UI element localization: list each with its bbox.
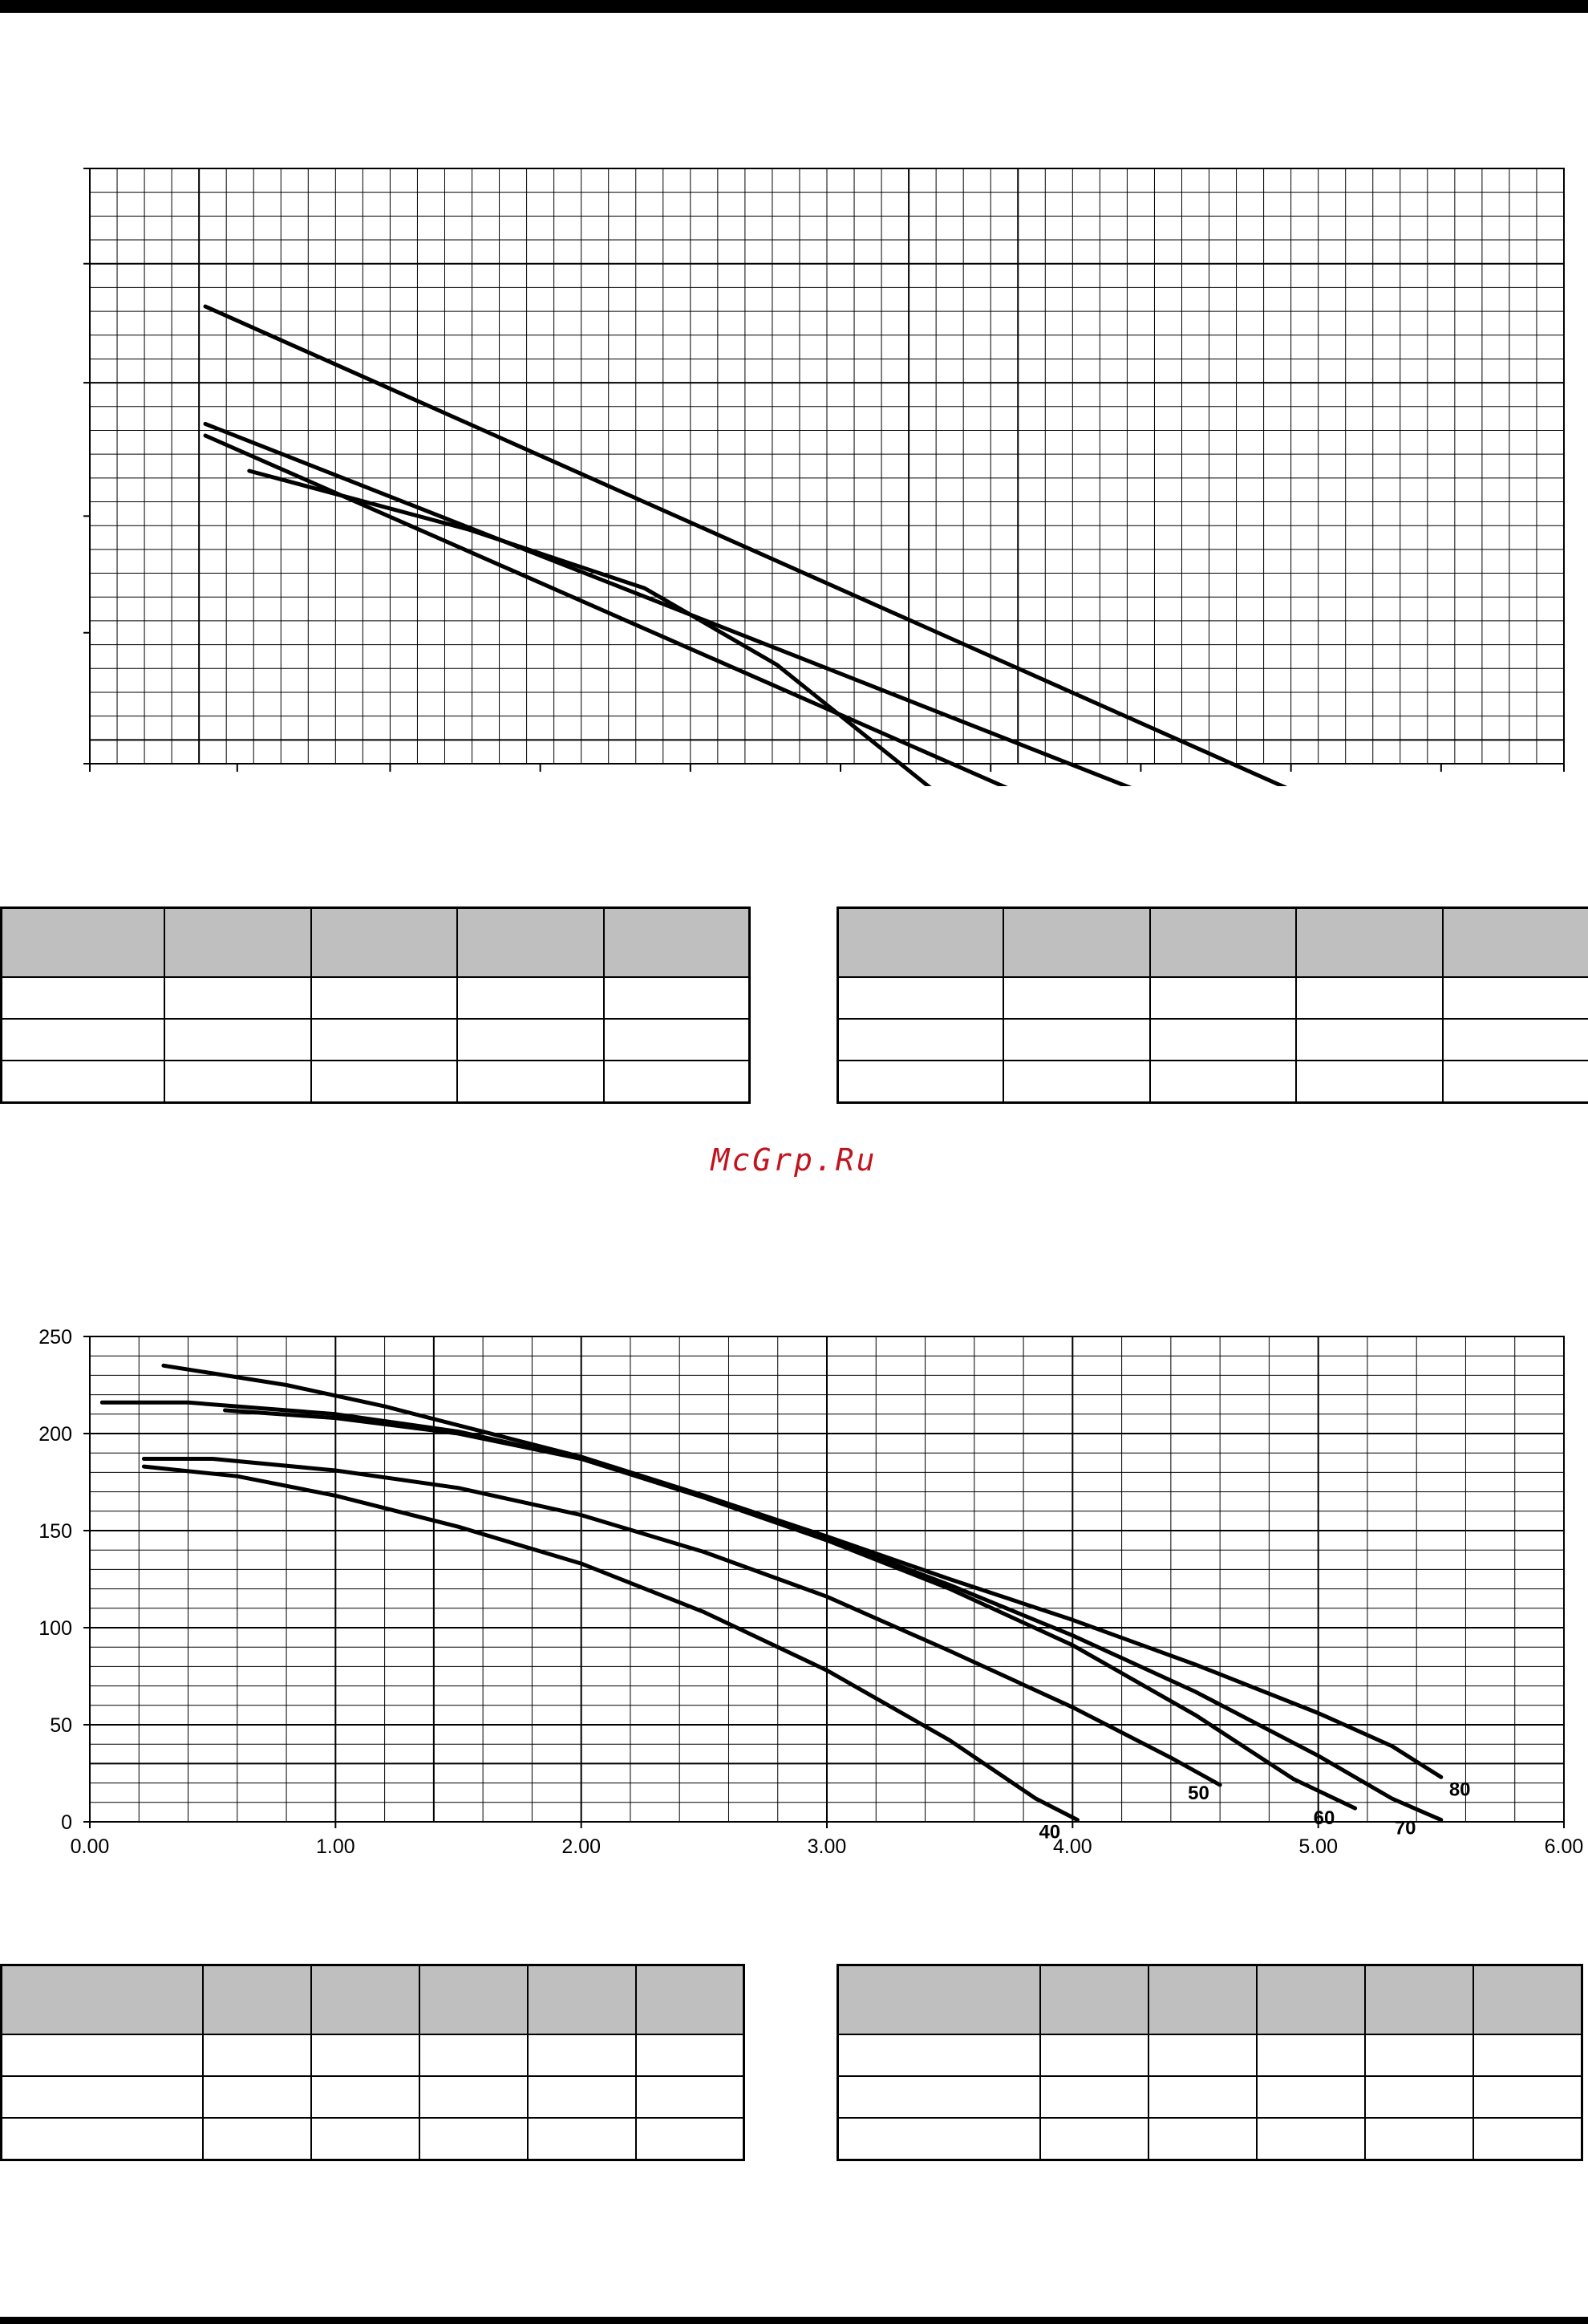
chart-1: [83, 168, 1565, 786]
x-tick-label: 3.00: [808, 1835, 847, 1858]
series-line-40: [141, 1464, 1080, 1823]
table-1-left: [0, 906, 751, 1104]
series-line-50: [141, 1457, 1222, 1787]
x-tick-label: 0.00: [71, 1835, 110, 1858]
x-tick-label: 1.00: [316, 1835, 355, 1858]
series-line-70: [99, 1400, 1444, 1823]
y-tick-label: 200: [38, 1423, 72, 1446]
x-tick-label: 5.00: [1298, 1835, 1338, 1858]
series-label-70: 70: [1395, 1818, 1416, 1839]
plot-area: [83, 168, 1565, 786]
series-label-80: 80: [1449, 1778, 1471, 1800]
series-line-60: [223, 1408, 1358, 1811]
top-rule: [0, 0, 1588, 13]
series-line-3: [203, 433, 1008, 786]
bottom-rule: [0, 2317, 1588, 2324]
table-2-left: [0, 1964, 745, 2161]
x-tick-label: 6.00: [1545, 1835, 1584, 1858]
series-label-40: 40: [1039, 1822, 1060, 1843]
plot-area: 0.00 1.00 2.00 3.00 4.00 5.00 6.00 0 50 100 150 200…: [38, 1326, 1583, 1858]
y-tick-label: 250: [38, 1326, 72, 1349]
table-1-right: [837, 906, 1588, 1104]
x-tick-label: 4.00: [1053, 1835, 1092, 1858]
series-label-60: 60: [1314, 1807, 1335, 1829]
y-tick-label: 0: [61, 1811, 72, 1834]
table-2-right: [837, 1964, 1583, 2161]
watermark: McGrp.Ru: [711, 1142, 877, 1178]
series-line-4: [247, 468, 932, 786]
series-line-1: [203, 304, 1288, 786]
y-tick-label: 50: [50, 1714, 72, 1737]
y-tick-label: 150: [38, 1520, 72, 1543]
series-label-50: 50: [1188, 1783, 1209, 1804]
series-line-2: [203, 421, 1132, 786]
series-line-80: [161, 1363, 1444, 1779]
x-tick-label: 2.00: [561, 1835, 601, 1858]
plot-frame: [89, 168, 1565, 765]
chart-2: 0.00 1.00 2.00 3.00 4.00 5.00 6.00 0 50 100 150 200…: [38, 1326, 1583, 1858]
y-tick-label: 100: [38, 1617, 72, 1640]
